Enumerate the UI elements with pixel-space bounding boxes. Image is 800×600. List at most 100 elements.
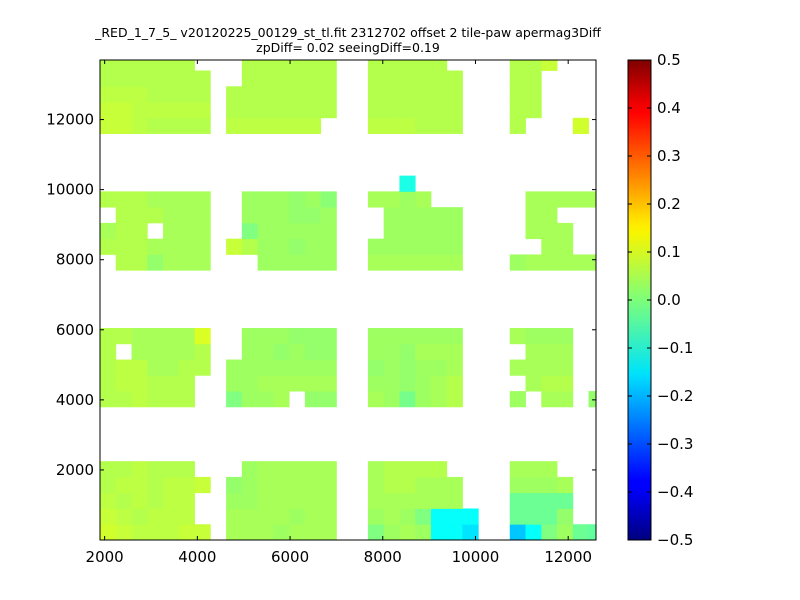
heatmap-cell: [147, 238, 164, 255]
heatmap-cell: [147, 328, 164, 345]
heatmap-cell: [131, 492, 148, 509]
colorbar-tick-label: −0.3: [657, 435, 693, 453]
heatmap-cell: [525, 60, 542, 71]
heatmap-cell: [178, 60, 195, 71]
colorbar-tick-label: 0.3: [657, 147, 681, 165]
heatmap-cell: [304, 117, 322, 134]
heatmap-cell: [367, 359, 385, 376]
heatmap-cell: [557, 508, 574, 525]
heatmap-cell: [257, 328, 274, 345]
heatmap-cell: [415, 524, 432, 541]
heatmap-cell: [257, 359, 274, 376]
heatmap-cell: [446, 328, 463, 345]
heatmap-cell: [194, 191, 211, 208]
heatmap-cell: [257, 102, 274, 119]
heatmap-cell: [257, 238, 274, 255]
heatmap-cell: [147, 117, 164, 134]
heatmap-cell: [525, 343, 542, 360]
heatmap-cell: [509, 524, 526, 541]
heatmap-cell: [131, 191, 148, 208]
heatmap-cell: [525, 461, 542, 478]
heatmap-cell: [100, 524, 117, 541]
heatmap-cell: [147, 461, 164, 478]
heatmap-cell: [367, 375, 385, 392]
heatmap-cell: [241, 191, 259, 208]
heatmap-cell: [194, 238, 211, 255]
heatmap-cell: [131, 461, 148, 478]
heatmap-cell: [320, 391, 337, 408]
heatmap-cell: [163, 328, 180, 345]
heatmap-cell: [178, 222, 195, 240]
heatmap-cell: [541, 207, 558, 224]
heatmap-cell: [430, 254, 448, 271]
y-tick-label: 6000: [56, 321, 94, 339]
heatmap-cell: [383, 343, 400, 360]
heatmap-cell: [257, 492, 274, 509]
heatmap-cell: [541, 524, 558, 541]
heatmap-cell: [430, 222, 448, 240]
heatmap-cell: [100, 343, 117, 360]
heatmap-cell: [115, 254, 132, 271]
heatmap-cell: [430, 492, 448, 509]
heatmap-cell: [178, 375, 195, 392]
heatmap-cell: [304, 70, 322, 87]
heatmap-cell: [446, 492, 463, 509]
heatmap-cell: [226, 117, 243, 134]
heatmap-cell: [446, 207, 463, 224]
heatmap-cell: [509, 60, 526, 71]
heatmap-cell: [415, 60, 432, 71]
x-tick-label: 10000: [452, 548, 500, 566]
heatmap-cell: [304, 359, 322, 376]
heatmap-cell: [320, 207, 337, 224]
heatmap-cell: [273, 391, 290, 408]
x-tick-label: 2000: [86, 548, 124, 566]
heatmap-cell: [115, 359, 132, 376]
heatmap-cell: [131, 238, 148, 255]
heatmap-cell: [273, 492, 290, 509]
heatmap-cell: [241, 391, 259, 408]
heatmap-cell: [163, 359, 180, 376]
heatmap-cell: [163, 254, 180, 271]
heatmap-cell: [525, 86, 542, 103]
heatmap-cell: [194, 343, 211, 360]
heatmap-cell: [446, 86, 463, 103]
heatmap-cell: [320, 359, 337, 376]
heatmap-cell: [525, 102, 542, 119]
heatmap-cell: [509, 254, 526, 271]
heatmap-cell: [115, 375, 132, 392]
heatmap-cell: [367, 191, 385, 208]
heatmap-cell: [399, 222, 416, 240]
heatmap-cell: [399, 359, 416, 376]
heatmap-cell: [178, 508, 195, 525]
x-axis: 2000 4000 6000 8000 10000 12000: [86, 60, 592, 566]
heatmap-cell: [289, 476, 306, 494]
heatmap-cell: [399, 86, 416, 103]
heatmap-cell: [415, 86, 432, 103]
heatmap-cell: [289, 254, 306, 271]
heatmap-cell: [367, 391, 385, 408]
heatmap-cell: [115, 86, 132, 103]
heatmap-cell: [415, 492, 432, 509]
heatmap-cell: [572, 117, 589, 134]
heatmap-cell: [320, 375, 337, 392]
heatmap-cell: [304, 222, 322, 240]
heatmap-cell: [304, 191, 322, 208]
heatmap-cell: [100, 70, 117, 87]
heatmap-cell: [430, 524, 448, 541]
heatmap-cell: [241, 343, 259, 360]
heatmap-cell: [509, 102, 526, 119]
heatmap-cell: [399, 524, 416, 541]
heatmap-cell: [509, 391, 526, 408]
heatmap-cell: [415, 254, 432, 271]
heatmap-cell: [147, 86, 164, 103]
heatmap-cell: [178, 207, 195, 224]
y-tick-label: 8000: [56, 251, 94, 269]
heatmap-cell: [509, 70, 526, 87]
heatmap-cell: [320, 524, 337, 541]
heatmap-cell: [399, 117, 416, 134]
heatmap-cell: [367, 343, 385, 360]
heatmap-cell: [572, 524, 589, 541]
heatmap-cell: [399, 391, 416, 408]
heatmap-cell: [557, 254, 574, 271]
plot-frame: [99, 59, 597, 541]
